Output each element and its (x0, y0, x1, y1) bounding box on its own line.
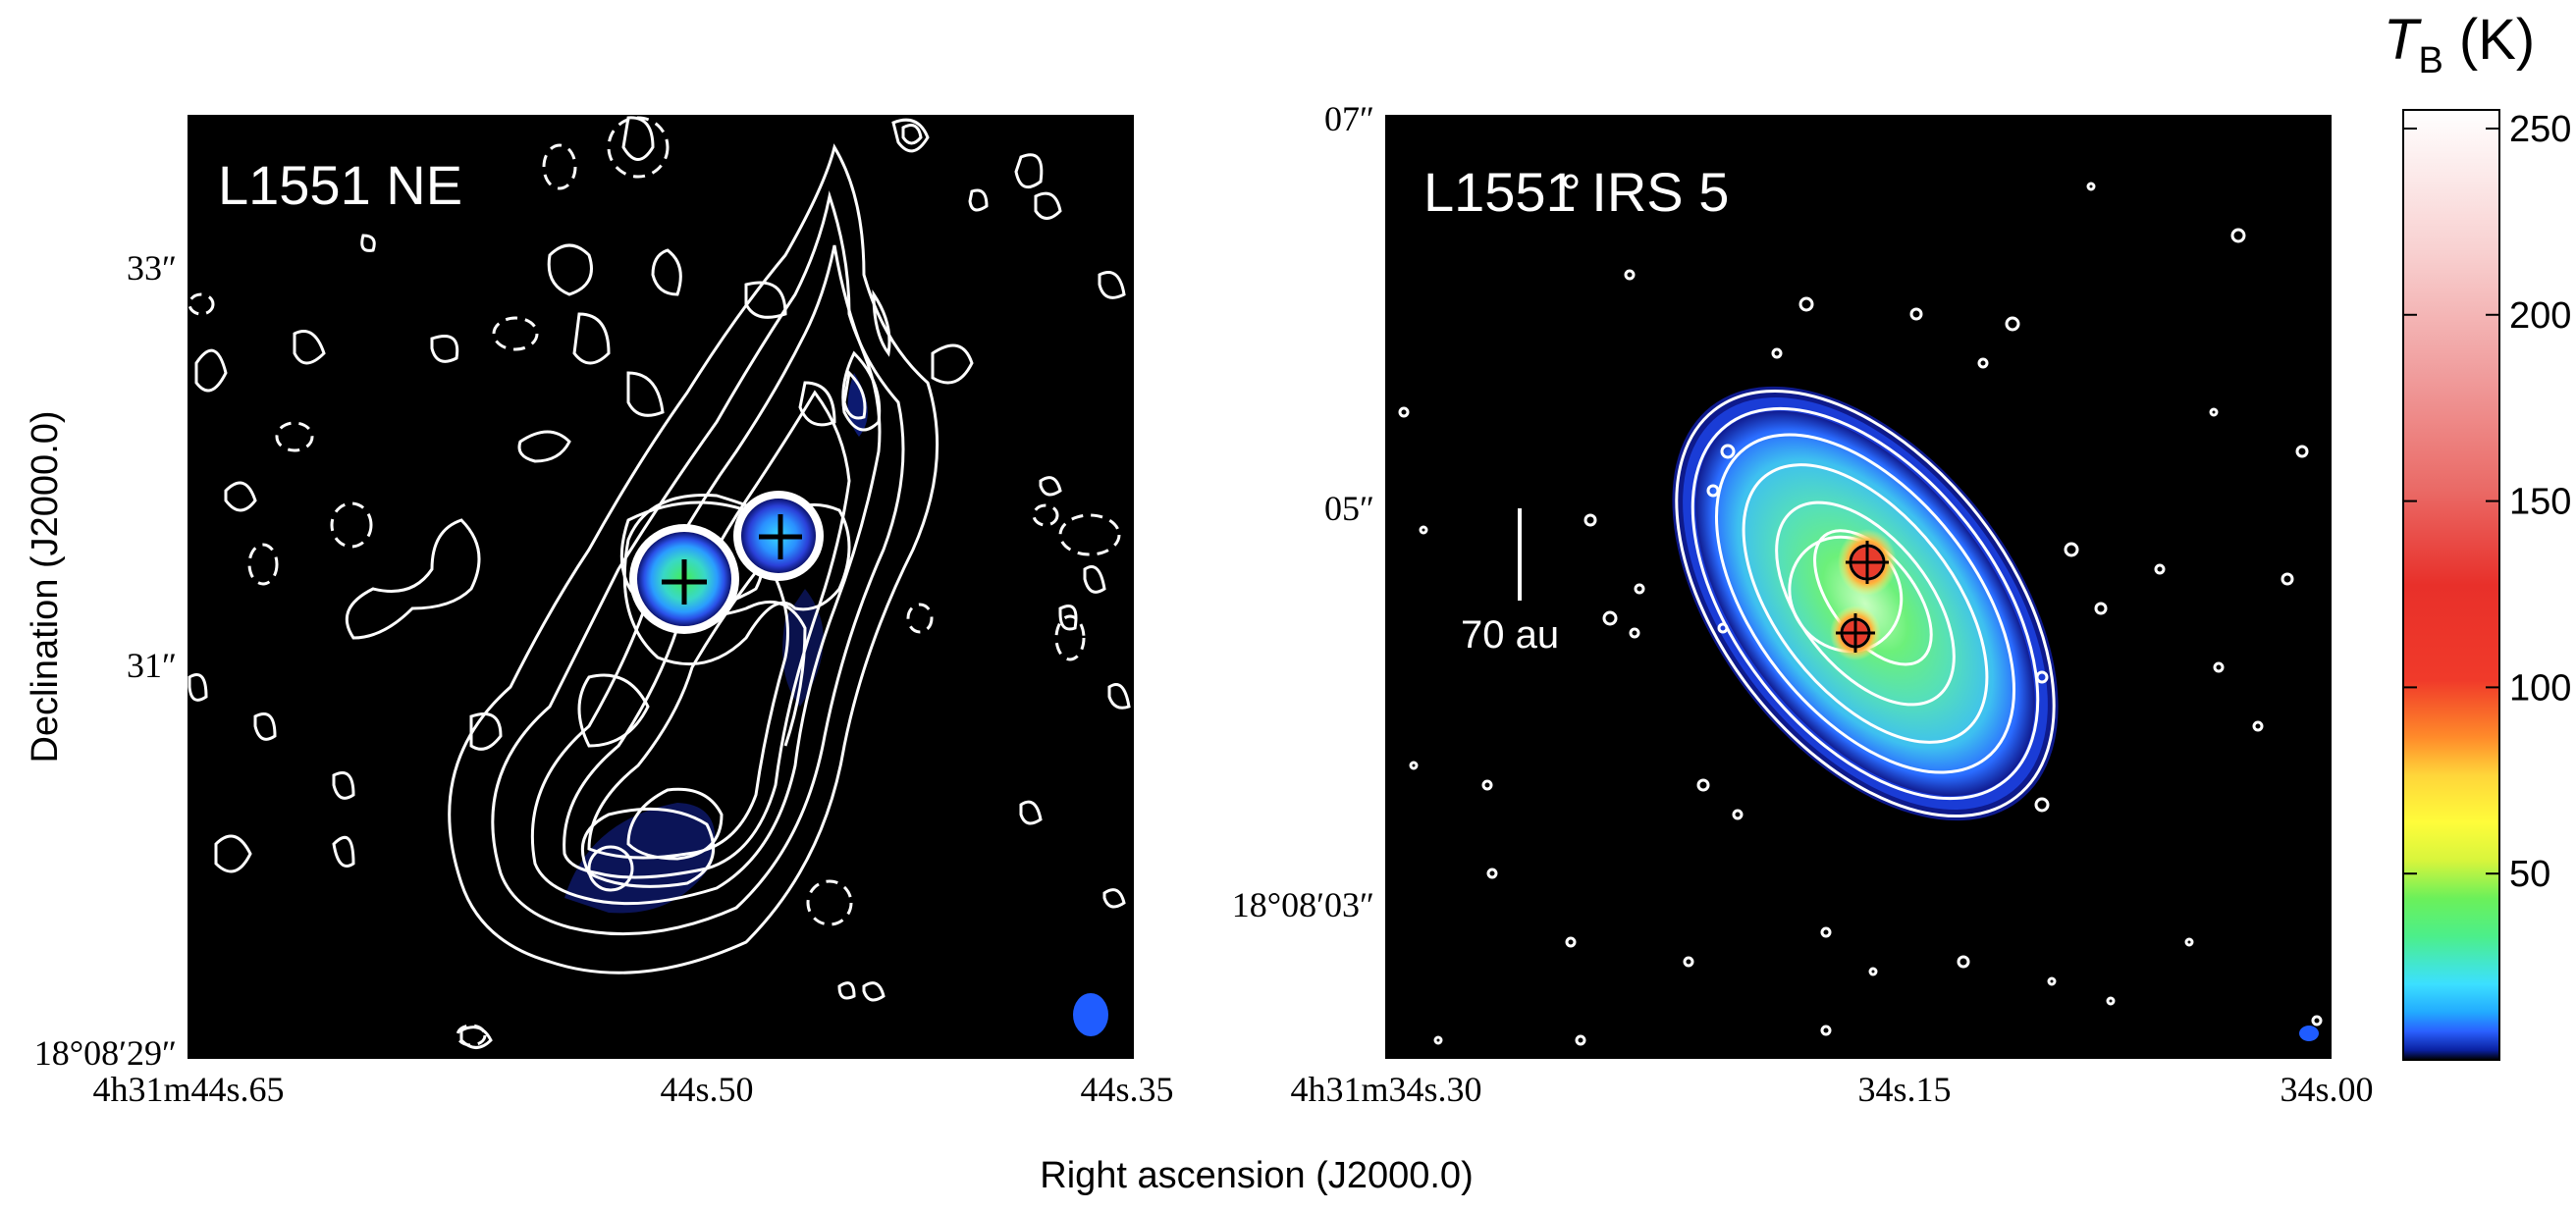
colorbar-tick-label: 150 (2509, 482, 2571, 523)
right-ytick-07: 07″ (1324, 99, 1374, 138)
ne-beam-ellipse (1073, 993, 1108, 1036)
colorbar-gradient (2402, 109, 2500, 1061)
x-axis-title: Right ascension (J2000.0) (1040, 1155, 1473, 1196)
left-ytick-29: 18°08′29″ (34, 1033, 177, 1073)
irs5-source-markers (1836, 541, 1889, 653)
right-panel-title: L1551 IRS 5 (1423, 161, 1729, 223)
left-xtick-44-65: 4h31m44s.65 (92, 1070, 284, 1109)
left-ytick-33: 33″ (127, 248, 177, 288)
irs5-beam-ellipse (2299, 1026, 2319, 1041)
right-xtick-34-30: 4h31m34s.30 (1290, 1070, 1481, 1109)
left-xtick-44-35: 44s.35 (1080, 1070, 1173, 1109)
colorbar-tick-label: 50 (2509, 854, 2550, 895)
y-axis-title: Declination (J2000.0) (25, 410, 66, 763)
colorbar-tick-label: 200 (2509, 295, 2571, 337)
colorbar-title: TB (K) (2384, 8, 2535, 81)
colorbar-tick-label: 100 (2509, 667, 2571, 709)
right-ytick-05: 05″ (1324, 489, 1374, 528)
scale-bar-label: 70 au (1461, 613, 1559, 657)
right-xtick-34-00: 34s.00 (2280, 1070, 2373, 1109)
left-ytick-31: 31″ (127, 646, 177, 685)
left-panel-title: L1551 NE (218, 154, 462, 216)
irs5-noise-contours (1398, 174, 2323, 1046)
left-axis-ticks (188, 116, 1133, 1058)
colorbar-title-subscript: B (2418, 40, 2442, 81)
ne-north-knot (847, 373, 868, 437)
colorbar-title-unit: (K) (2443, 8, 2535, 72)
panel-l1551-ne: L1551 NE 33″ 31″ 18°08′29″ 4h31m44s.65 4… (34, 115, 1174, 1109)
panel-l1551-irs5: 70 au L1551 IRS 5 07″ 05″ 18°08′03″ 4h31… (1232, 99, 2374, 1109)
ne-contours (188, 116, 1131, 1049)
colorbar-title-symbol: T (2384, 8, 2422, 72)
right-ytick-03: 18°08′03″ (1232, 885, 1374, 924)
left-xtick-44-50: 44s.50 (660, 1070, 753, 1109)
colorbar: 250 200 150 100 50 TB (K) (2384, 8, 2571, 1061)
irs5-disk (1672, 386, 2059, 821)
ne-negative-contours (188, 116, 1121, 1047)
colorbar-ticks: 250 200 150 100 50 (2403, 109, 2571, 895)
colorbar-tick-label: 250 (2509, 109, 2571, 150)
right-axis-ticks (1386, 116, 2331, 1058)
right-xtick-34-15: 34s.15 (1857, 1070, 1951, 1109)
ne-source-markers (662, 514, 802, 605)
